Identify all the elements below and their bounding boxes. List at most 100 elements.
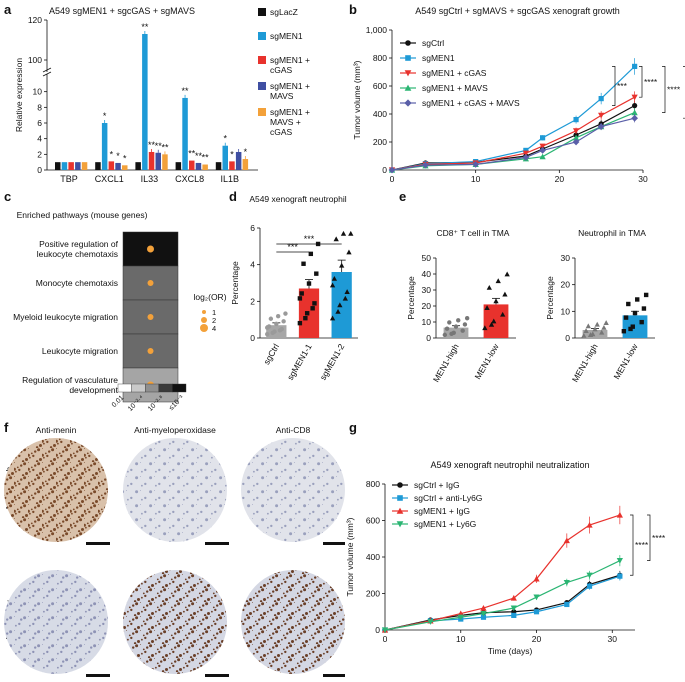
chart-a-axis-break [42, 71, 52, 77]
panel-f-scale-bar [205, 674, 229, 677]
chart-a-significance: ** [148, 140, 156, 150]
chart-e1-point [488, 321, 495, 327]
chart-d-xtick-label: sgCtrl [261, 342, 281, 366]
chart-d-ytick-label: 0 [250, 333, 255, 343]
chart-b-point [632, 63, 638, 69]
chart-a-legend-swatch [258, 32, 266, 40]
chart-a-bar [189, 160, 195, 170]
chart-e2-point [581, 332, 587, 338]
chart-b-point [572, 134, 580, 141]
chart-d-xenograft-neutrophil: A549 xenograft neutrophil 0 2 4 6 Percentage s… [230, 194, 358, 382]
chart-d-xtick-label: sgMEN1-2 [318, 342, 347, 382]
chart-e2-point [630, 324, 635, 329]
chart-a-significance: ** [182, 86, 190, 96]
chart-a-bar [142, 34, 148, 170]
chart-a-legend-label-line: cGAS [270, 127, 293, 137]
chart-a-legend-label-line: MAVS [270, 91, 294, 101]
chart-b-ytick-label: 600 [373, 81, 387, 91]
chart-d-point [310, 306, 315, 311]
chart-e1-ytick-label: 0 [426, 333, 431, 343]
chart-g-significance: **** [635, 540, 649, 550]
chart-a-xtick-label: CXCL8 [175, 174, 204, 184]
chart-e-neutrophil-tma: Neutrophil in TMA 0 10 20 30 Percentage MEN1-h… [545, 228, 655, 384]
chart-b-series-line [391, 112, 635, 171]
chart-a-ytick-label: 120 [28, 15, 42, 25]
chart-e2-point [639, 319, 644, 325]
chart-c-row-label: Myeloid leukocyte migration [13, 312, 118, 322]
chart-b-series-line [391, 96, 635, 171]
chart-b-point [597, 123, 605, 130]
chart-e2-point [594, 321, 600, 327]
chart-d-bar [331, 272, 352, 338]
chart-g-ytick-label: 200 [366, 589, 380, 599]
chart-a-relative-expression: A549 sgMEN1 + sgcGAS + sgMAVS 0 2 4 6 8 10 100 1… [14, 6, 310, 184]
chart-a-ytick-label: 8 [37, 102, 42, 112]
chart-d-point [274, 321, 279, 327]
chart-a-bar [61, 162, 68, 170]
chart-a-bar [55, 162, 61, 170]
chart-e2-ytick-label: 30 [561, 253, 571, 263]
chart-e2-point [592, 326, 598, 332]
chart-g-xtick-label: 30 [608, 634, 618, 644]
chart-g-ytick-label: 0 [375, 625, 380, 635]
chart-d-ytick-label: 6 [250, 223, 255, 233]
chart-b-bracket [639, 66, 643, 98]
chart-e2-bar [582, 330, 608, 338]
chart-b-point [572, 138, 580, 146]
chart-d-point [297, 320, 303, 326]
chart-a-bar [148, 151, 155, 170]
chart-b-point [523, 147, 529, 153]
chart-c-colorbar-cell [117, 383, 132, 393]
panel-label-g: g [349, 420, 357, 435]
chart-g-point [510, 594, 517, 601]
chart-b-point [572, 128, 580, 134]
chart-a-bar [162, 154, 168, 170]
chart-c-dot [147, 245, 154, 253]
chart-b-point [388, 166, 396, 174]
chart-d-point [270, 330, 275, 336]
chart-g-point [427, 619, 434, 625]
panel-f-column-label: Anti-menin [36, 425, 77, 435]
chart-a-ytick-label: 4 [37, 134, 42, 144]
chart-e1-point [464, 316, 470, 321]
chart-c-colorbar-cell [158, 383, 173, 393]
chart-d-point [340, 230, 347, 236]
chart-e1-point [444, 326, 450, 331]
chart-a-significance: ** [202, 153, 210, 163]
chart-a-bar [229, 161, 235, 170]
chart-e1-xtick-label: MEN1-high [431, 342, 461, 384]
chart-b-point [598, 112, 605, 119]
chart-d-point [268, 316, 274, 321]
chart-g-point [457, 614, 464, 621]
chart-b-series-line [391, 117, 635, 171]
chart-a-bar [242, 159, 249, 170]
chart-b-series-line [391, 65, 636, 171]
chart-g-ytick-label: 400 [366, 552, 380, 562]
chart-d-point [344, 289, 350, 294]
chart-e2-point [587, 332, 594, 337]
chart-a-bar [222, 145, 228, 170]
chart-e1-point [502, 291, 508, 297]
chart-a-significance: * [230, 149, 234, 159]
chart-g-point [533, 609, 540, 615]
chart-a-legend-swatch [258, 82, 266, 90]
chart-c-row-label: Leukocyte migration [42, 346, 118, 356]
panel-f-column-label: Anti-myeloperoxidase [134, 425, 216, 435]
chart-b-ytick-label: 0 [382, 165, 387, 175]
chart-a-bar [135, 162, 141, 170]
chart-a-ytick-label: 6 [37, 118, 42, 128]
chart-d-point [348, 230, 354, 236]
chart-e1-title: CD8⁺ T cell in TMA [437, 228, 510, 238]
chart-d-point [314, 271, 319, 276]
chart-a-legend-label-line: MAVS + [270, 117, 301, 127]
chart-g-point [381, 627, 389, 634]
chart-a-legend-swatch [258, 8, 266, 16]
panel-f-tissue-core [123, 438, 227, 542]
chart-e1-ytick-label: 30 [422, 285, 432, 295]
chart-c-colorbar-cell [144, 383, 159, 393]
chart-e2-point [641, 306, 647, 311]
chart-a-significance: ** [155, 141, 163, 151]
chart-e1-point [460, 328, 465, 333]
chart-d-point [342, 295, 348, 301]
chart-e1-point [453, 324, 459, 329]
